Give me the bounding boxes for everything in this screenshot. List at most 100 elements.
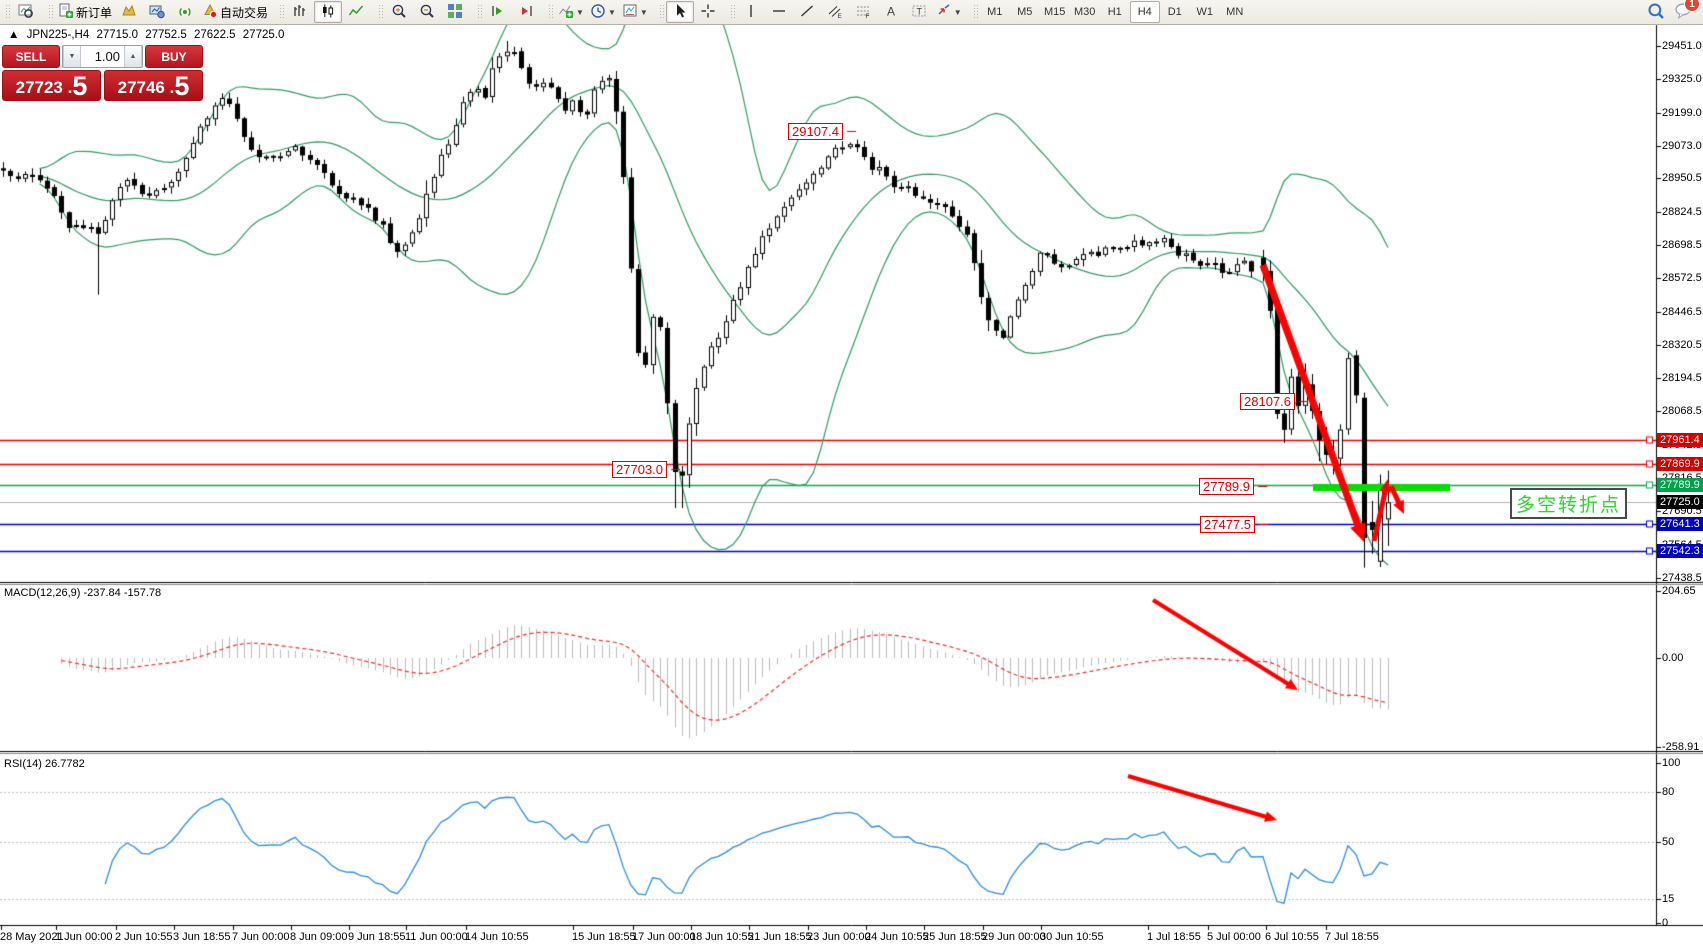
cursor-tool-icon (672, 3, 688, 22)
periods-button[interactable]: ▼ (587, 1, 619, 23)
price-callout[interactable]: 27703.0 (612, 461, 667, 478)
signals-button[interactable] (171, 1, 199, 23)
fibonacci-tool-button[interactable]: F (849, 1, 877, 23)
bar-chart-mode-button[interactable] (286, 1, 314, 23)
price-level-tag: 27641.3 (1657, 517, 1703, 532)
price-tick: 27438.5 (1662, 572, 1702, 584)
trendline-tool-icon (799, 3, 815, 22)
new-order-button[interactable]: 新订单 (55, 1, 115, 23)
volume-increase-button[interactable]: ▲ (124, 46, 142, 67)
autotrading-button[interactable]: 自动交易 (199, 1, 271, 23)
note-box[interactable]: 多空转折点 (1510, 488, 1627, 519)
vertical-line-tool-button[interactable] (737, 1, 765, 23)
price-tick: 28320.5 (1662, 338, 1702, 351)
toolbar-grip (48, 4, 53, 20)
buy-price[interactable]: 27746 .5 (104, 70, 203, 101)
sell-price[interactable]: 27723 .5 (2, 70, 101, 101)
ohlc-high: 27752.5 (145, 29, 187, 41)
sell-button[interactable]: SELL (2, 45, 60, 68)
templates-icon (622, 3, 638, 22)
crosshair-tool-button[interactable] (694, 1, 722, 23)
notifications-icon[interactable]: 1 (1673, 0, 1700, 22)
time-axis-label: 9 Jun 18:55 (348, 931, 406, 943)
timeframe-m5-button[interactable]: M5 (1017, 6, 1033, 18)
time-axis-label: 21 Jun 18:55 (748, 931, 812, 943)
auto-scroll-icon (490, 3, 506, 22)
price-tick: 29073.0 (1662, 139, 1702, 152)
price-tick: 28950.5 (1662, 172, 1702, 185)
toolbar-group-1: 新订单 自动交易 (43, 0, 274, 24)
chart-shift-button[interactable] (512, 1, 540, 23)
chevron-down-icon: ▼ (953, 7, 962, 17)
time-axis-label: 8 Jun 09:00 (290, 931, 348, 943)
chart-shift-icon (518, 3, 534, 22)
price-callout[interactable]: 28107.6 (1240, 393, 1295, 410)
timeframe-h4-button[interactable]: H4 (1129, 1, 1160, 23)
horizontal-line-tool-button[interactable] (765, 1, 793, 23)
time-axis-label: 18 Jun 10:55 (690, 931, 754, 943)
price-callout[interactable]: 29107.4 (788, 123, 843, 140)
timeframe-d1-button[interactable]: D1 (1167, 6, 1182, 18)
indicators-list-button[interactable]: ▼ (555, 1, 587, 23)
zoom-out-button[interactable] (413, 1, 441, 23)
svg-text:E: E (837, 13, 842, 19)
candlestick-mode-button[interactable] (314, 1, 343, 23)
text-label-tool-button[interactable]: T (905, 1, 933, 23)
price-callout[interactable]: 27477.5 (1200, 516, 1255, 533)
line-chart-mode-button[interactable] (342, 1, 370, 23)
time-axis-label: 1 Jul 18:55 (1147, 931, 1201, 943)
rsi-label: RSI(14) 26.7782 (4, 758, 85, 770)
macd-tick: 204.65 (1662, 585, 1696, 597)
toolbar-group-0 (0, 0, 43, 24)
toolbar-grip (5, 4, 10, 20)
arrows-tool-button[interactable]: ▼ (933, 1, 965, 23)
timeframe-m1-button[interactable]: M1 (987, 6, 1003, 18)
time-axis-label: 5 Jul 00:00 (1207, 931, 1261, 943)
toolbar-group-7: E F A T ▼ (725, 0, 968, 24)
market-watch-button[interactable] (143, 1, 171, 23)
zoom-in-button[interactable] (385, 1, 413, 23)
profiles-icon (121, 3, 137, 22)
price-level-tag: 27789.9 (1657, 478, 1703, 493)
text-tool-button[interactable]: A (877, 1, 905, 23)
notification-badge: 1 (1684, 0, 1700, 12)
timeframe-mn-button[interactable]: MN (1226, 6, 1244, 18)
zoom-out-icon (419, 3, 435, 22)
fibonacci-tool-icon: F (855, 3, 871, 22)
search-icon[interactable] (1647, 2, 1665, 23)
symbol-name: JPN225-,H4 (26, 29, 90, 41)
volume-decrease-button[interactable]: ▼ (63, 46, 81, 67)
top-toolbar: 新订单 自动交易 ▼ ▼ ▼ E F A T ▼ M1 M5 M15 M30 H1 H4 D1 W1 MN 1 (0, 0, 1703, 25)
timeframe-w1-button[interactable]: W1 (1196, 6, 1213, 18)
profiles-button[interactable] (115, 1, 143, 23)
symbol-marker-icon: ▲ (8, 29, 20, 41)
time-axis-label: 23 Jun 00:00 (807, 931, 871, 943)
timeframe-toolbar: M1 M5 M15 M30 H1 H4 D1 W1 MN (968, 0, 1253, 24)
ohlc-low: 27622.5 (194, 29, 236, 41)
toolbar-grip (279, 4, 285, 20)
templates-button[interactable]: ▼ (619, 1, 651, 23)
timeframe-m15-button[interactable]: M15 (1044, 6, 1066, 18)
toolbar-grip (972, 4, 978, 20)
toolbar-grip (548, 4, 554, 20)
chart-search-button[interactable] (12, 1, 40, 23)
time-axis-label: 24 Jun 10:55 (865, 931, 929, 943)
toolbar-group-6 (654, 0, 725, 24)
tile-windows-button[interactable] (441, 1, 469, 23)
volume-value[interactable]: 1.00 (94, 49, 120, 64)
price-tick: 28068.5 (1662, 405, 1702, 418)
auto-scroll-button[interactable] (484, 1, 512, 23)
autotrading-icon (202, 3, 218, 22)
price-level-tag: 27869.9 (1657, 456, 1703, 471)
timeframe-m30-button[interactable]: M30 (1074, 6, 1096, 18)
buy-button[interactable]: BUY (145, 45, 203, 68)
equidistant-channel-tool-button[interactable]: E (821, 1, 849, 23)
price-callout[interactable]: 27789.9 (1199, 478, 1254, 495)
toolbar-grip (729, 4, 735, 20)
time-axis-label: 30 Jun 10:55 (1040, 931, 1104, 943)
cursor-tool-button[interactable] (665, 1, 694, 23)
timeframe-h1-button[interactable]: H1 (1107, 6, 1122, 18)
one-click-trade-panel: SELL ▼ 1.00 ▲ BUY 27723 .5 27746 .5 (2, 45, 203, 101)
trendline-tool-button[interactable] (793, 1, 821, 23)
